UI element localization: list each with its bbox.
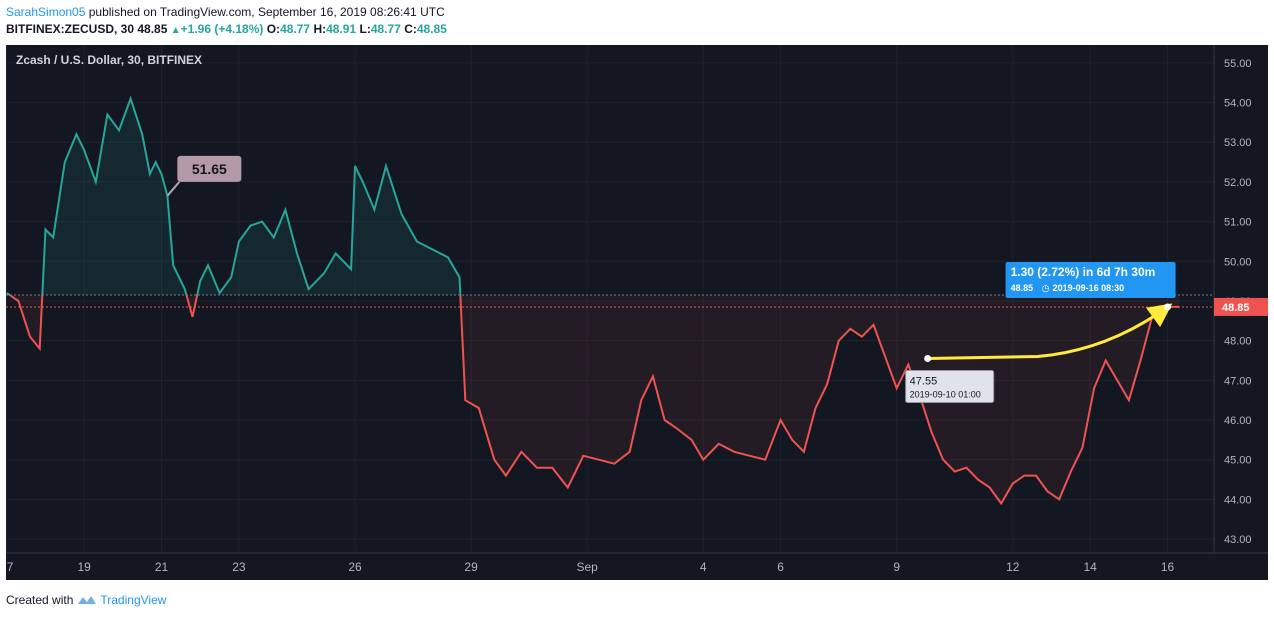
y-tick-label: 43.00 xyxy=(1224,534,1252,546)
close-label: C: xyxy=(404,22,417,36)
x-tick-label: 7 xyxy=(7,560,14,574)
high-value: 48.91 xyxy=(326,22,357,36)
y-tick-label: 55.00 xyxy=(1224,58,1252,70)
tradingview-link[interactable]: TradingView xyxy=(77,593,166,607)
publish-text: published on TradingView.com, September … xyxy=(85,5,445,19)
y-tick-label: 52.00 xyxy=(1224,177,1252,189)
x-tick-label: 23 xyxy=(232,560,246,574)
open-value: 48.77 xyxy=(280,22,311,36)
y-tick-label: 46.00 xyxy=(1224,415,1252,427)
measure-result-text: 1.30 (2.72%) in 6d 7h 30m xyxy=(1011,265,1156,279)
x-tick-label: 21 xyxy=(155,560,169,574)
x-tick-label: 12 xyxy=(1006,560,1020,574)
y-tick-label: 53.00 xyxy=(1224,137,1252,149)
callout-pointer xyxy=(166,181,181,197)
y-tick-label: 48.00 xyxy=(1224,336,1252,348)
x-tick-label: 16 xyxy=(1161,560,1175,574)
x-tick-label: 6 xyxy=(777,560,784,574)
x-tick-label: 9 xyxy=(893,560,900,574)
measure-end-price: 48.85 xyxy=(1011,283,1034,293)
area-fill-below xyxy=(9,295,1180,504)
open-label: O: xyxy=(266,22,281,36)
measure-start-price: 47.55 xyxy=(910,376,938,388)
close-value: 48.85 xyxy=(416,22,447,36)
tradingview-logo-icon xyxy=(78,596,97,604)
price-line-below xyxy=(7,295,1180,506)
price-change: +1.96 (+4.18%) xyxy=(180,22,264,36)
x-tick-label: Sep xyxy=(576,560,598,574)
price-chart[interactable]: 55.0054.0053.0052.0051.0050.0049.0048.00… xyxy=(6,45,1268,580)
last-price: 48.85 xyxy=(137,22,168,36)
high-label: H: xyxy=(313,22,327,36)
y-tick-label: 51.00 xyxy=(1224,217,1252,229)
measure-arrow xyxy=(927,303,1173,361)
y-tick-label: 45.00 xyxy=(1224,455,1252,467)
x-tick-label: 19 xyxy=(77,560,91,574)
created-with-text: Created with xyxy=(6,593,74,607)
symbol-info-bar: BITFINEX:ZECUSD, 30 48.85 ▲+1.96 (+4.18%… xyxy=(6,22,447,36)
measure-end-point xyxy=(1164,303,1172,311)
y-tick-label: 54.00 xyxy=(1224,98,1252,110)
publish-info: SarahSimon05 published on TradingView.co… xyxy=(6,5,445,19)
footer: Created with TradingView xyxy=(6,593,166,607)
up-arrow-icon: ▲ xyxy=(170,25,181,36)
measure-end-time: 2019-09-16 08:30 xyxy=(1053,283,1125,293)
x-tick-label: 4 xyxy=(700,560,707,574)
price-line-above xyxy=(6,95,462,296)
x-tick-label: 29 xyxy=(464,560,478,574)
measure-result-box xyxy=(1005,261,1176,298)
y-tick-label: 47.00 xyxy=(1224,375,1252,387)
tradingview-brand: TradingView xyxy=(100,593,167,607)
y-tick-label: 50.00 xyxy=(1224,256,1252,268)
low-label: L: xyxy=(359,22,371,36)
price-callout-label: 51.65 xyxy=(192,161,227,177)
measure-start-time: 2019-09-10 01:00 xyxy=(910,390,981,400)
symbol-label: BITFINEX:ZECUSD, 30 xyxy=(6,22,135,36)
measure-start-point xyxy=(924,355,932,363)
current-price-label: 48.85 xyxy=(1222,302,1250,314)
x-tick-label: 14 xyxy=(1084,560,1098,574)
measure-start-box xyxy=(905,370,995,404)
author-link[interactable]: SarahSimon05 xyxy=(6,5,86,19)
chart-title: Zcash / U.S. Dollar, 30, BITFINEX xyxy=(16,53,203,67)
current-price-tag xyxy=(1214,297,1268,316)
x-tick-label: 26 xyxy=(348,560,362,574)
price-callout-box xyxy=(177,155,242,182)
y-tick-label: 44.00 xyxy=(1224,494,1252,506)
chart-area[interactable]: 55.0054.0053.0052.0051.0050.0049.0048.00… xyxy=(6,45,1268,580)
clock-icon: ◷ xyxy=(1042,284,1050,294)
low-value: 48.77 xyxy=(370,22,401,36)
